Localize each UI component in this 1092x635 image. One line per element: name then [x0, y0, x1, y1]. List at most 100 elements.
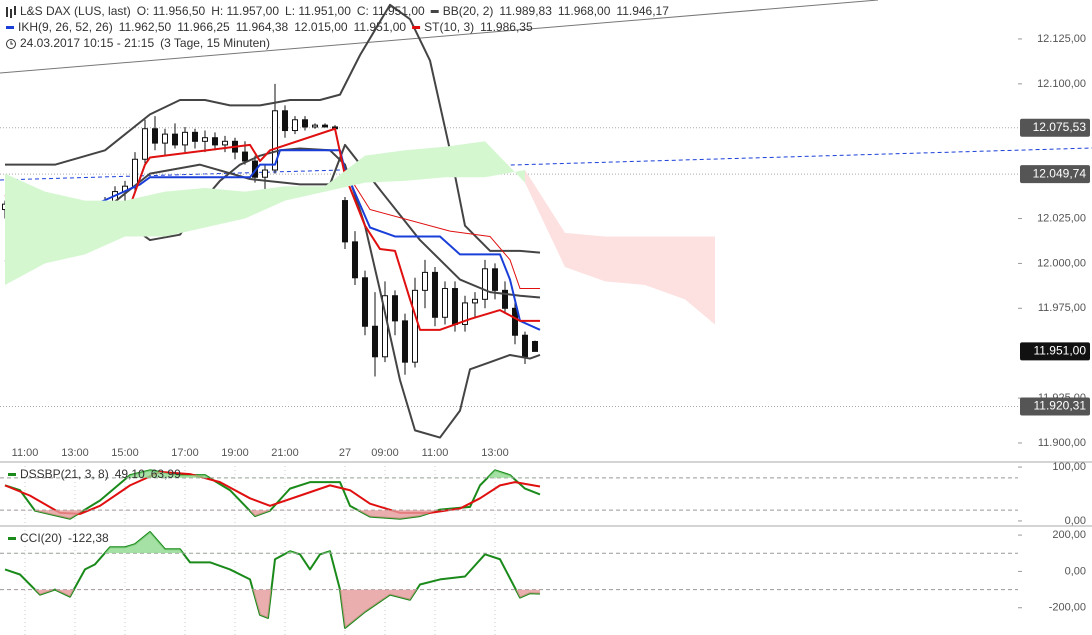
- candle-body: [142, 128, 148, 160]
- candle-body: [352, 241, 358, 279]
- legend-text: 12.015,00: [294, 20, 348, 34]
- legend-text: 63,99: [151, 467, 181, 481]
- candle-body: [432, 271, 438, 318]
- indicator-line: [4, 469, 541, 520]
- legend-text: IKH(9, 26, 52, 26): [18, 20, 113, 34]
- cloud-segment: [125, 191, 165, 237]
- candle-body: [512, 307, 518, 336]
- legend-text: C: 11.951,00: [357, 4, 425, 18]
- candle-body: [422, 271, 428, 291]
- price-badge: [1020, 397, 1090, 416]
- cloud-segment: [365, 150, 405, 183]
- cloud-segment: [245, 186, 285, 219]
- candle-body: [302, 119, 308, 128]
- cloud-segment: [605, 236, 645, 285]
- candle-body: [532, 341, 538, 352]
- price-badge-label: 12.075,53: [1033, 120, 1087, 134]
- legend-text: L: 11.951,00: [285, 4, 351, 18]
- y-tick-label: 12.000,00: [1037, 257, 1086, 269]
- legend-icon: [8, 473, 16, 476]
- level-fill: [5, 531, 540, 554]
- x-tick-label: 15:00: [111, 447, 139, 459]
- indicator-line: [4, 530, 541, 629]
- candle-body: [482, 268, 488, 300]
- price-badge: [1020, 165, 1090, 184]
- y-tick-label: 11.975,00: [1038, 302, 1086, 314]
- candle-body: [262, 169, 268, 178]
- candle-body: [162, 133, 168, 144]
- x-tick-label: 19:00: [221, 447, 249, 459]
- legend-text: 49,10: [115, 467, 145, 481]
- cloud-segment: [405, 146, 445, 181]
- x-tick-label: 21:00: [271, 447, 299, 459]
- legend-text: 24.03.2017 10:15 - 21:15: [20, 36, 154, 50]
- cloud-segment: [45, 191, 85, 264]
- candle-body: [412, 289, 418, 363]
- candle-body: [242, 151, 248, 162]
- price-badge-label: 11.920,31: [1034, 399, 1087, 413]
- x-tick-label: 11:00: [12, 447, 39, 459]
- legend-icon: [412, 26, 421, 29]
- legend-text: 11.966,25: [177, 20, 230, 34]
- candle-body: [322, 124, 328, 128]
- plot-area: [4, 469, 541, 520]
- legend-text: 11.986,35: [480, 20, 533, 34]
- level-fill: [5, 510, 540, 519]
- candles-icon: [6, 6, 16, 18]
- legend-icon: [6, 26, 14, 29]
- candle-body: [152, 128, 158, 144]
- cloud-segment: [485, 141, 525, 183]
- legend-icon: [8, 537, 16, 540]
- candle-body: [282, 110, 288, 132]
- indicator-line: [4, 470, 541, 515]
- x-tick-label: 17:00: [171, 447, 199, 459]
- cloud-segment: [205, 187, 245, 228]
- indicator-line: [5, 3, 541, 254]
- level-fill: [5, 470, 540, 478]
- price-badge-label: 12.049,74: [1033, 166, 1087, 180]
- y-tick-label: 12.025,00: [1037, 212, 1086, 224]
- candle-body: [392, 295, 398, 322]
- clock-icon: [6, 39, 16, 49]
- y-tick-label: 0,00: [1065, 515, 1086, 527]
- y-tick-label: 100,00: [1052, 461, 1086, 473]
- candle-body: [452, 288, 458, 325]
- price-badge: [1020, 342, 1090, 361]
- x-tick-label: 13:00: [481, 447, 509, 459]
- legend-text: DSSBP(21, 3, 8): [20, 467, 109, 481]
- candle-body: [502, 289, 508, 309]
- price-badge-label: 11.951,00: [1034, 344, 1087, 358]
- legend-text: 11.951,00: [354, 20, 407, 34]
- legend-text: BB(20, 2): [443, 4, 494, 18]
- legend-text: 11.968,00: [558, 4, 611, 18]
- candle-body: [202, 137, 208, 142]
- trend-line: [0, 0, 879, 74]
- candle-body: [402, 320, 408, 363]
- legend-text: (3 Tage, 15 Minuten): [160, 36, 270, 50]
- cloud-segment: [445, 141, 485, 178]
- legend-text: 11.946,17: [616, 4, 669, 18]
- candle-body: [312, 124, 318, 128]
- trend-line: [0, 147, 1092, 181]
- cloud-segment: [165, 187, 205, 237]
- x-tick-label: 13:00: [61, 447, 89, 459]
- cloud-segment: [645, 236, 685, 300]
- plot-area: [4, 530, 541, 629]
- y-tick-label: 0,00: [1065, 565, 1086, 577]
- legend-text: H: 11.957,00: [211, 4, 279, 18]
- candle-body: [172, 133, 178, 146]
- candle-body: [272, 110, 278, 171]
- candle-body: [342, 200, 348, 243]
- candle-body: [522, 334, 528, 358]
- y-tick-label: 12.100,00: [1037, 78, 1086, 90]
- candle-body: [462, 302, 468, 325]
- y-tick-label: 200,00: [1052, 529, 1086, 541]
- candle-body: [132, 158, 138, 187]
- candle-body: [442, 288, 448, 318]
- clock-icon: [10, 41, 13, 45]
- legend-icon: [430, 10, 439, 13]
- candle-body: [472, 298, 478, 304]
- legend-text: -122,38: [68, 531, 109, 545]
- y-tick-label: -200,00: [1049, 602, 1086, 614]
